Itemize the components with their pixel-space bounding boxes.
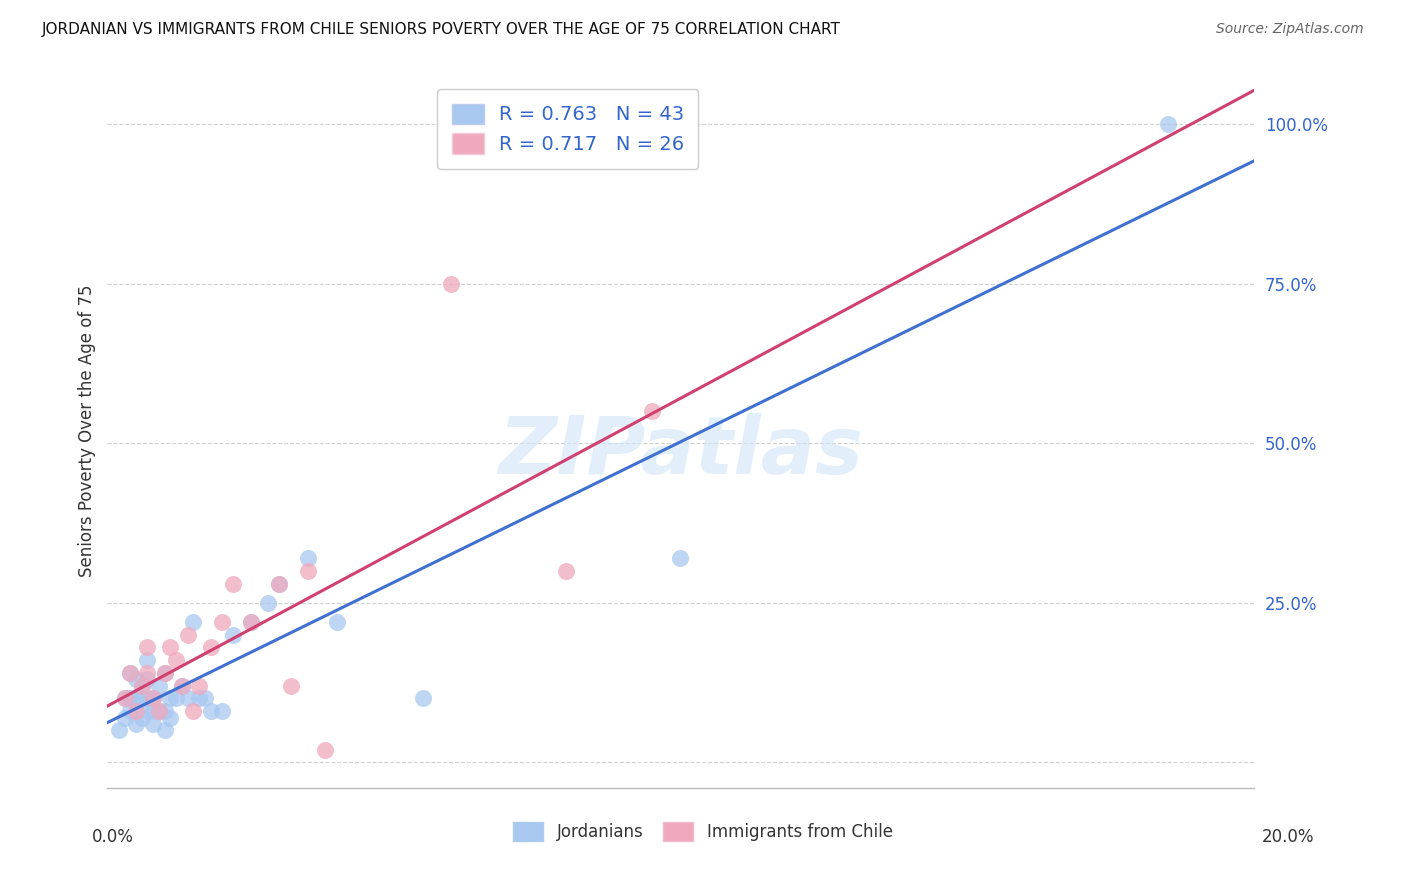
Point — [176, 691, 198, 706]
Point — [222, 627, 245, 641]
Point — [280, 679, 302, 693]
Point — [136, 673, 159, 687]
Point — [188, 691, 211, 706]
Point — [159, 691, 181, 706]
Point — [136, 665, 159, 680]
Point — [153, 665, 176, 680]
Point — [136, 704, 159, 718]
Point — [325, 615, 347, 629]
Point — [211, 615, 233, 629]
Point — [148, 704, 170, 718]
Point — [125, 717, 148, 731]
Point — [148, 704, 170, 718]
Point — [142, 717, 165, 731]
Point — [165, 653, 187, 667]
Text: JORDANIAN VS IMMIGRANTS FROM CHILE SENIORS POVERTY OVER THE AGE OF 75 CORRELATIO: JORDANIAN VS IMMIGRANTS FROM CHILE SENIO… — [42, 22, 841, 37]
Point — [136, 691, 159, 706]
Point — [211, 704, 233, 718]
Point — [183, 615, 205, 629]
Legend: R = 0.763   N = 43, R = 0.717   N = 26: R = 0.763 N = 43, R = 0.717 N = 26 — [437, 89, 699, 169]
Point — [114, 710, 136, 724]
Point — [412, 691, 434, 706]
Point — [257, 596, 280, 610]
Point — [183, 704, 205, 718]
Point — [669, 551, 692, 566]
Point — [114, 691, 136, 706]
Point — [120, 665, 142, 680]
Legend: Jordanians, Immigrants from Chile: Jordanians, Immigrants from Chile — [506, 815, 900, 848]
Point — [170, 679, 193, 693]
Point — [125, 704, 148, 718]
Point — [554, 564, 576, 578]
Point — [131, 691, 153, 706]
Point — [239, 615, 262, 629]
Point — [200, 704, 222, 718]
Point — [136, 653, 159, 667]
Point — [125, 673, 148, 687]
Point — [159, 710, 181, 724]
Point — [194, 691, 217, 706]
Point — [440, 277, 463, 291]
Point — [314, 742, 336, 756]
Text: 0.0%: 0.0% — [91, 828, 134, 846]
Point — [131, 710, 153, 724]
Text: 20.0%: 20.0% — [1263, 828, 1315, 846]
Point — [239, 615, 262, 629]
Point — [142, 691, 165, 706]
Point — [108, 723, 131, 738]
Point — [114, 691, 136, 706]
Point — [153, 665, 176, 680]
Point — [131, 679, 153, 693]
Point — [222, 576, 245, 591]
Text: ZIPatlas: ZIPatlas — [498, 413, 863, 491]
Point — [153, 704, 176, 718]
Point — [148, 679, 170, 693]
Point — [269, 576, 291, 591]
Point — [120, 704, 142, 718]
Point — [297, 551, 319, 566]
Point — [159, 640, 181, 655]
Point — [269, 576, 291, 591]
Point — [297, 564, 319, 578]
Point — [142, 691, 165, 706]
Point — [170, 679, 193, 693]
Point — [120, 665, 142, 680]
Point — [176, 627, 198, 641]
Point — [188, 679, 211, 693]
Point — [641, 404, 664, 418]
Point — [131, 679, 153, 693]
Point — [142, 704, 165, 718]
Point — [136, 640, 159, 655]
Point — [200, 640, 222, 655]
Point — [125, 691, 148, 706]
Point — [165, 691, 187, 706]
Point — [1156, 117, 1178, 131]
Point — [153, 723, 176, 738]
Y-axis label: Seniors Poverty Over the Age of 75: Seniors Poverty Over the Age of 75 — [79, 285, 96, 576]
Point — [120, 691, 142, 706]
Text: Source: ZipAtlas.com: Source: ZipAtlas.com — [1216, 22, 1364, 37]
